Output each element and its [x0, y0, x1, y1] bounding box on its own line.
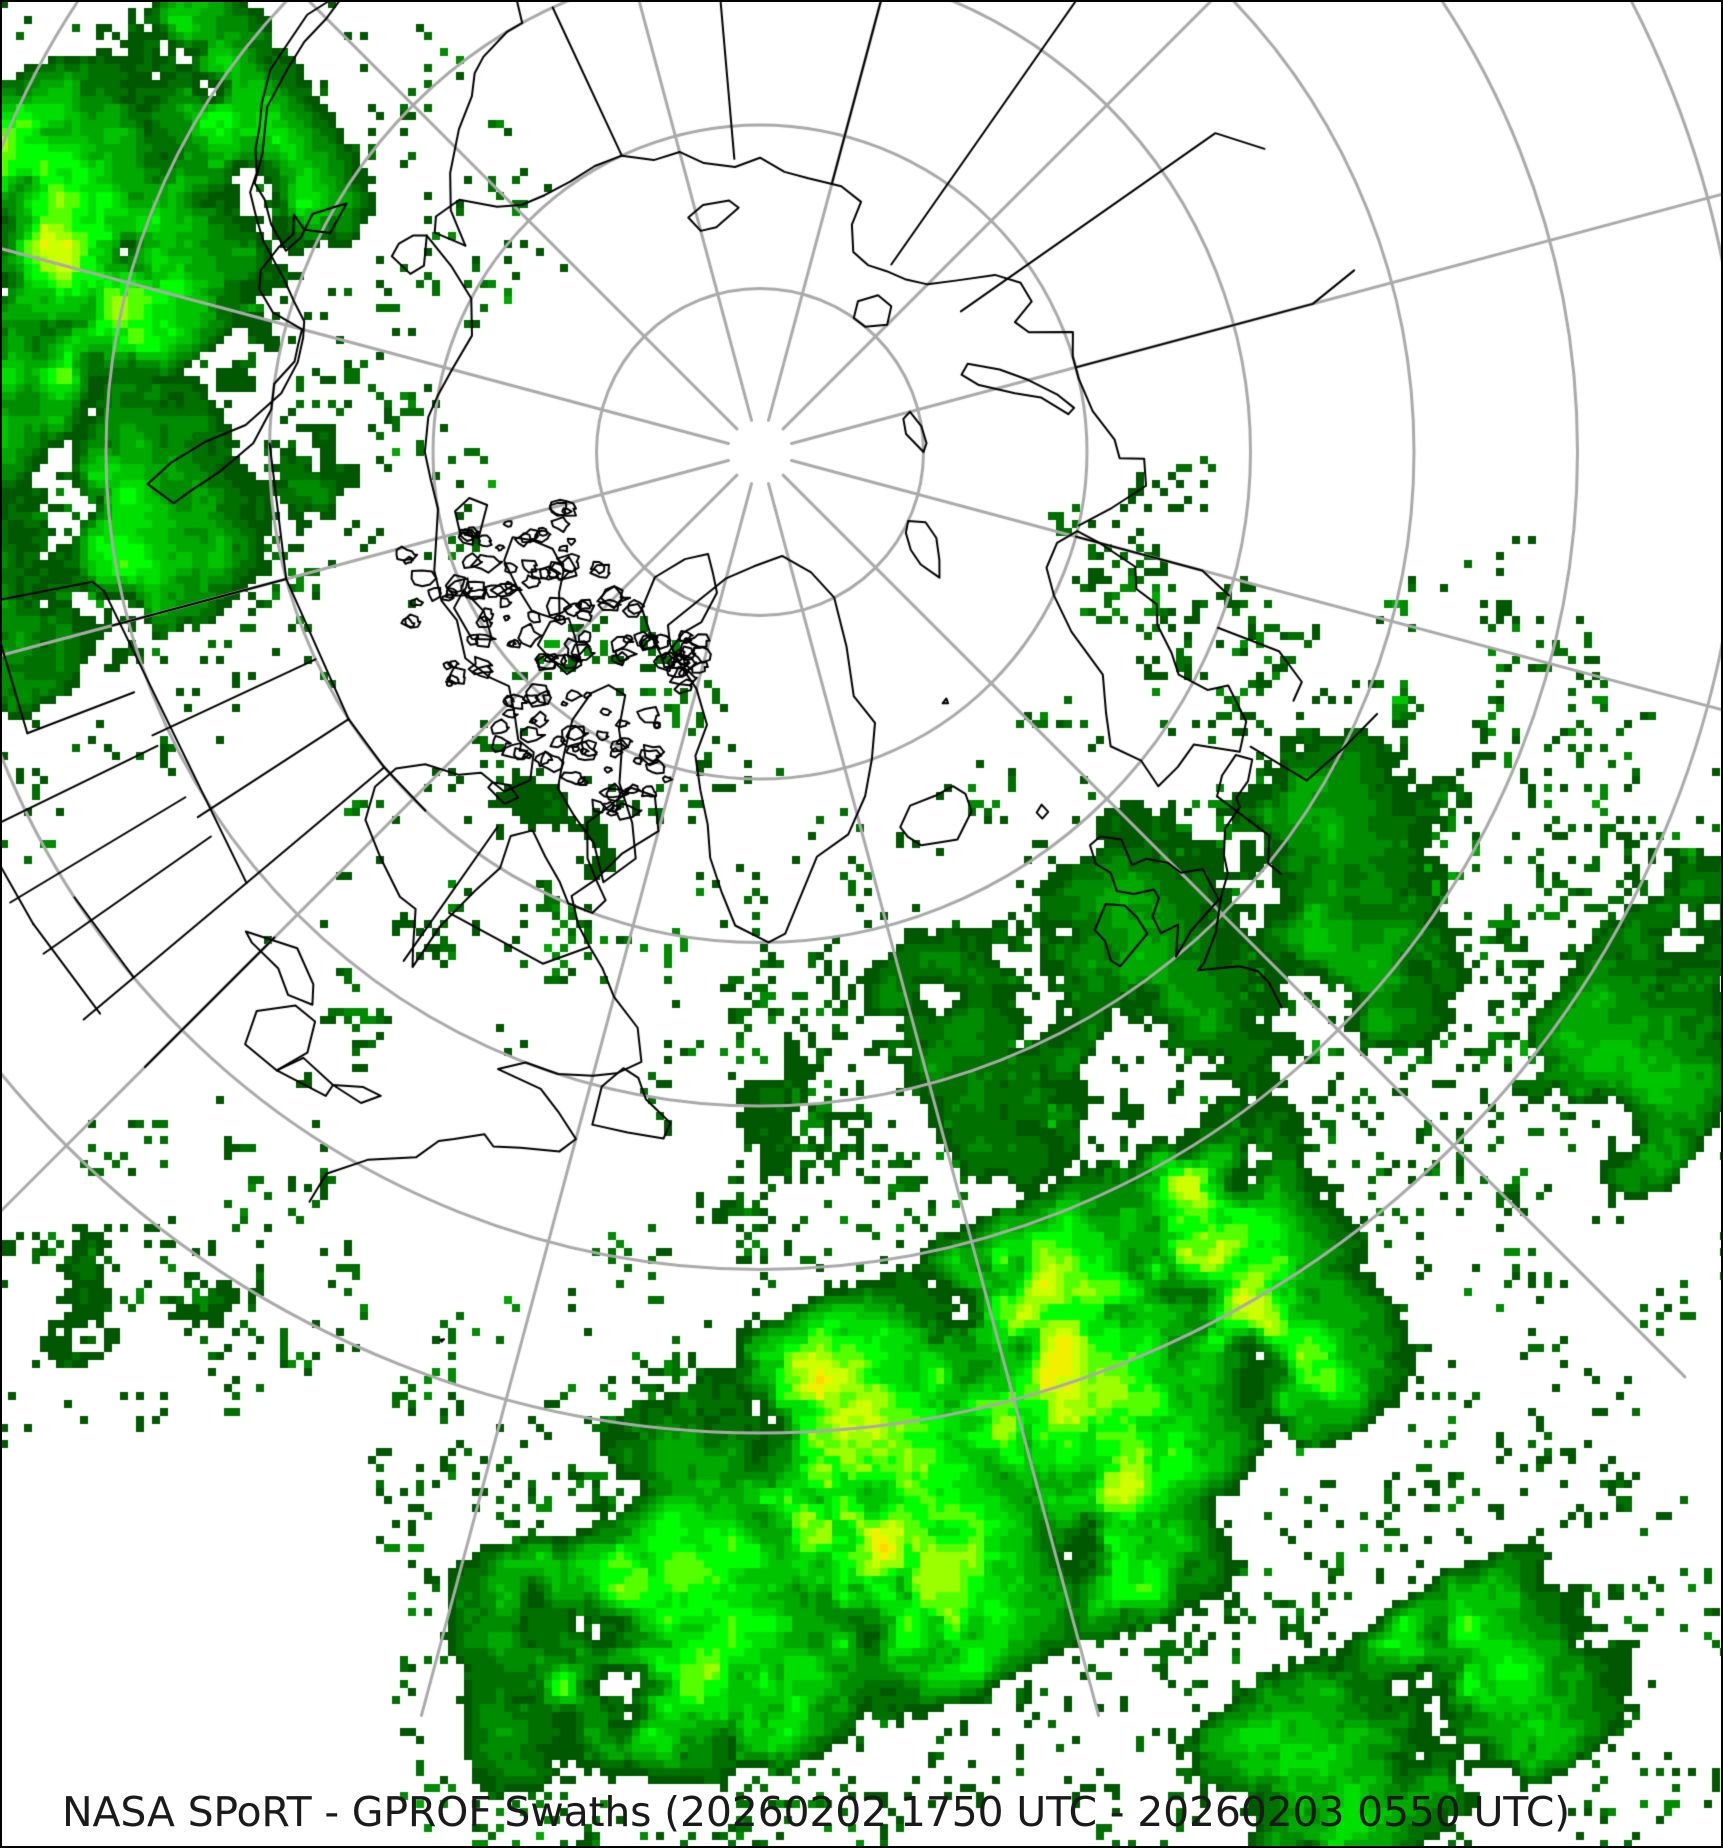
gprof-swath-map-app: NASA SPoRT - GPROF Swaths (20260202 1750… — [0, 0, 1723, 1848]
polar-stereographic-map-canvas[interactable] — [0, 0, 1723, 1848]
